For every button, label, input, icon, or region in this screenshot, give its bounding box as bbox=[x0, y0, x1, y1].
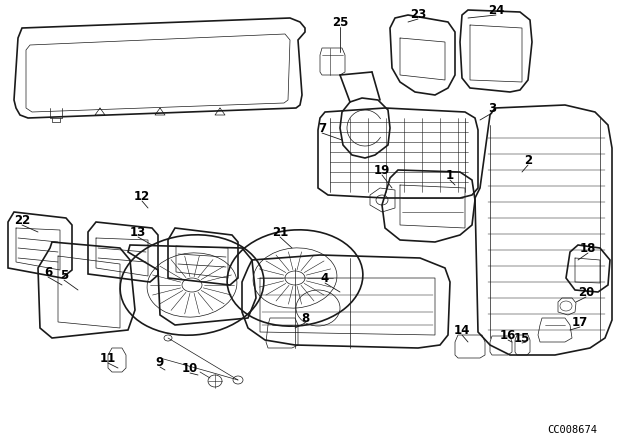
Text: 5: 5 bbox=[60, 268, 68, 281]
Text: 23: 23 bbox=[410, 8, 426, 21]
Text: 20: 20 bbox=[578, 285, 594, 298]
Text: 12: 12 bbox=[134, 190, 150, 202]
Text: 22: 22 bbox=[14, 214, 30, 227]
Text: 9: 9 bbox=[156, 356, 164, 369]
Text: 24: 24 bbox=[488, 4, 504, 17]
Text: CC008674: CC008674 bbox=[547, 425, 597, 435]
Text: 11: 11 bbox=[100, 352, 116, 365]
Text: 2: 2 bbox=[524, 154, 532, 167]
Text: 15: 15 bbox=[514, 332, 530, 345]
Text: 10: 10 bbox=[182, 362, 198, 375]
Text: 7: 7 bbox=[318, 121, 326, 134]
Text: 16: 16 bbox=[500, 328, 516, 341]
Text: 6: 6 bbox=[44, 266, 52, 279]
Text: 13: 13 bbox=[130, 225, 146, 238]
Text: 14: 14 bbox=[454, 323, 470, 336]
Text: 4: 4 bbox=[321, 271, 329, 284]
Text: 21: 21 bbox=[272, 225, 288, 238]
Text: 17: 17 bbox=[572, 315, 588, 328]
Text: 8: 8 bbox=[301, 311, 309, 324]
Text: 1: 1 bbox=[446, 168, 454, 181]
Text: 18: 18 bbox=[580, 241, 596, 254]
Text: 19: 19 bbox=[374, 164, 390, 177]
Text: 3: 3 bbox=[488, 102, 496, 115]
Text: 25: 25 bbox=[332, 16, 348, 29]
